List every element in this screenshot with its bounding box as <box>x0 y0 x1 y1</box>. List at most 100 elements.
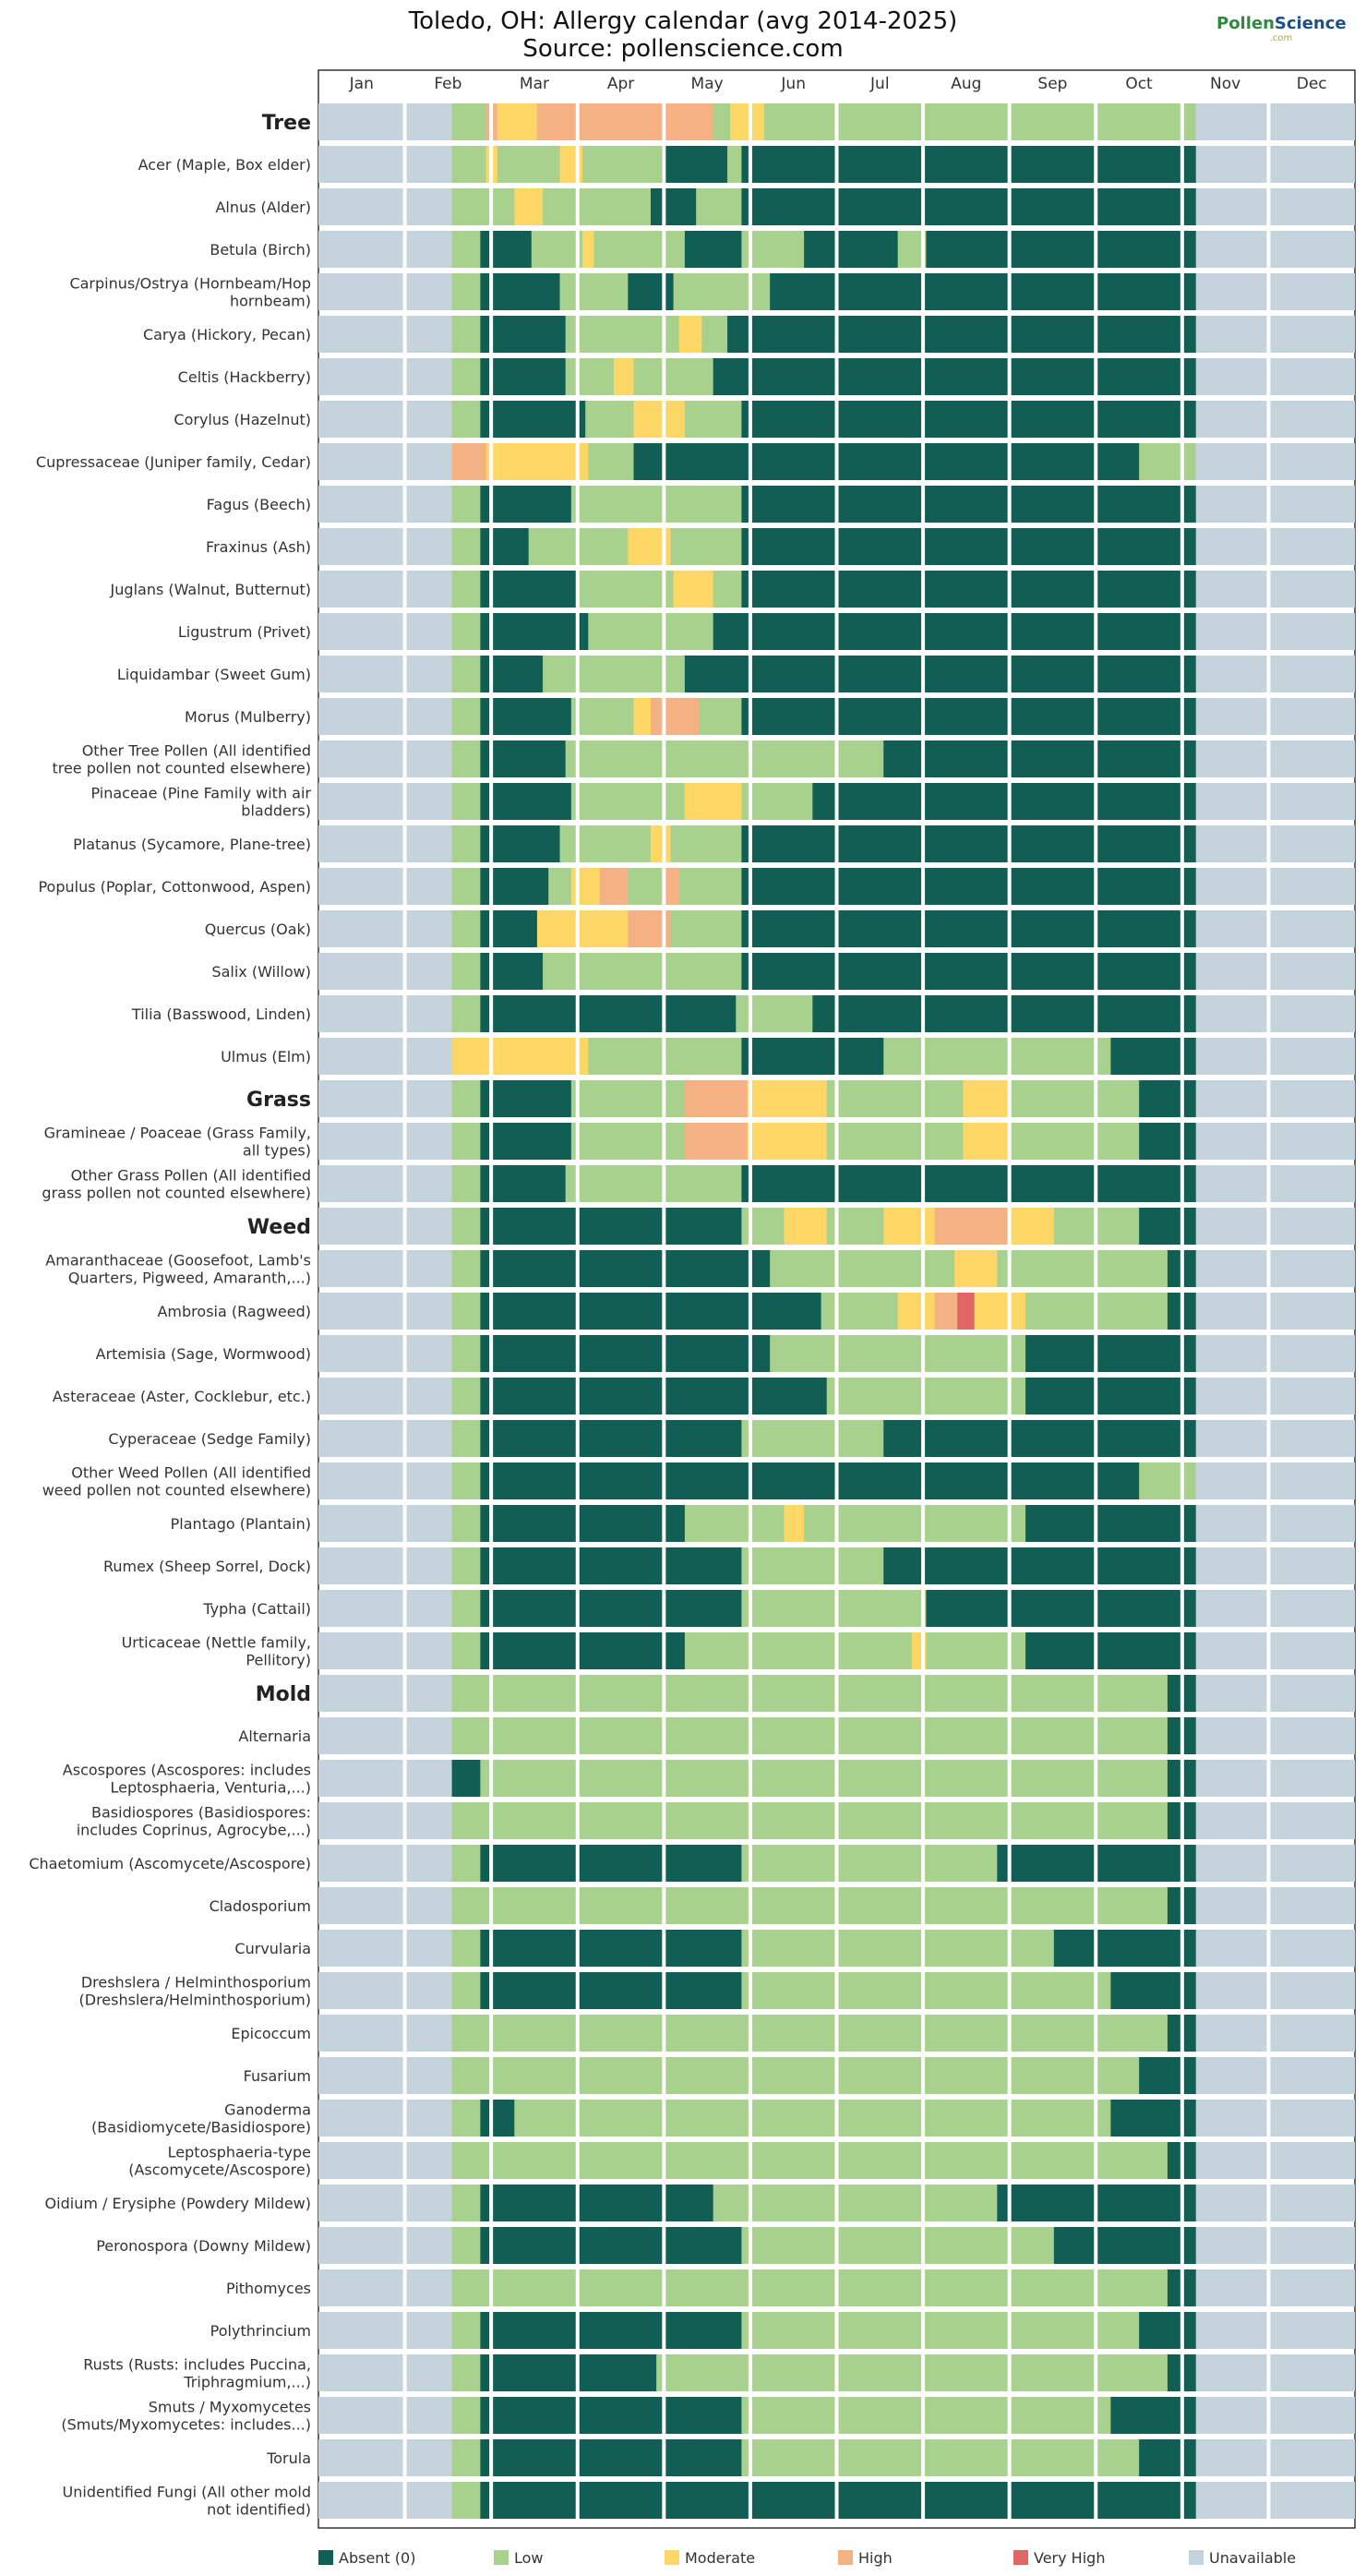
heat-cell <box>1195 443 1355 480</box>
heat-cell <box>727 316 787 353</box>
heat-cell <box>485 443 592 480</box>
heat-cell <box>480 2227 745 2264</box>
heat-cell <box>1195 1463 1355 1499</box>
heat-cell <box>480 1930 745 1967</box>
row-label: (Smuts/Myxomycetes: includes...) <box>61 2416 311 2434</box>
heat-cell <box>451 2312 484 2349</box>
heat-cell <box>770 613 1199 650</box>
heat-cell <box>1195 486 1355 523</box>
heat-cell <box>318 358 455 395</box>
heat-cell <box>480 1590 745 1627</box>
heat-cell <box>1195 1250 1355 1287</box>
heat-cell <box>480 740 569 777</box>
heat-cell <box>1053 2227 1199 2264</box>
heat-cell <box>318 613 455 650</box>
heat-cell <box>480 486 574 523</box>
heat-cell <box>318 2015 455 2052</box>
legend-label: Moderate <box>685 2549 755 2567</box>
heat-cell <box>451 613 484 650</box>
heat-cell <box>485 1038 592 1075</box>
month-label: Feb <box>434 75 461 93</box>
heat-cell <box>318 2185 455 2221</box>
heat-cell <box>543 953 745 990</box>
heat-cell <box>784 1208 830 1245</box>
heat-cell <box>318 1293 455 1330</box>
heat-cell <box>741 2227 1057 2264</box>
heat-cell <box>741 1845 1001 1882</box>
heat-cell <box>784 1505 808 1542</box>
row-label: Ligustrum (Privet) <box>178 623 311 641</box>
heat-cell <box>480 1717 1171 1754</box>
heat-cell <box>543 656 688 692</box>
heat-cell <box>713 2185 1001 2221</box>
row-label: Ulmus (Elm) <box>221 1048 311 1065</box>
heat-cell <box>480 613 592 650</box>
row-label: Juglans (Walnut, Butternut) <box>110 581 311 598</box>
row-label: Cyperaceae (Sedge Family) <box>108 1430 311 1448</box>
heat-cell <box>713 358 773 395</box>
heat-cell <box>1195 1590 1355 1627</box>
heat-cell <box>826 1463 1143 1499</box>
heat-cell <box>1195 1165 1355 1202</box>
heat-cell <box>514 188 546 225</box>
heat-cell <box>826 1378 1029 1414</box>
heat-cell <box>318 2439 455 2476</box>
heat-cell <box>678 316 705 353</box>
row-label: Rumex (Sheep Sorrel, Dock) <box>103 1558 311 1575</box>
heat-cell <box>451 231 484 268</box>
heat-cell <box>451 528 484 565</box>
heat-cell <box>451 1293 484 1330</box>
heat-cell <box>480 2354 660 2391</box>
heat-cell <box>318 1420 455 1457</box>
heat-cell <box>318 1123 455 1160</box>
heat-cell <box>318 401 455 438</box>
heat-cell <box>974 1293 1029 1330</box>
heat-cell <box>713 1123 750 1160</box>
heat-cell <box>451 1930 484 1967</box>
heat-cell <box>741 401 1156 438</box>
heat-cell <box>741 1250 773 1287</box>
heat-cell <box>770 1250 958 1287</box>
heat-cell <box>1011 1208 1057 1245</box>
category-label: Grass <box>246 1089 311 1112</box>
row-label: Leptosphaeria, Venturia,...) <box>111 1779 312 1797</box>
heat-cell <box>318 1675 455 1712</box>
heat-cell <box>934 1293 961 1330</box>
heat-cell <box>1195 2312 1355 2349</box>
row-label: Pithomyces <box>226 2280 311 2297</box>
heat-cell <box>318 273 455 310</box>
heat-cell <box>1195 1420 1355 1457</box>
heat-cell <box>713 571 745 608</box>
legend-swatch <box>838 2550 853 2565</box>
heat-cell <box>318 825 455 862</box>
heat-cell <box>480 2439 745 2476</box>
heat-cell <box>897 1293 938 1330</box>
heat-cell <box>1025 1505 1199 1542</box>
heat-cell <box>480 995 739 1032</box>
heat-cell <box>1025 1293 1171 1330</box>
heat-cell <box>451 698 484 735</box>
heat-cell <box>784 698 1199 735</box>
heat-cell <box>926 231 1199 268</box>
logo-part1: Pollen <box>1216 14 1275 33</box>
heat-cell <box>1195 528 1355 565</box>
legend-label: High <box>858 2549 893 2567</box>
heat-cell <box>480 1760 1171 1797</box>
heat-cell <box>997 1250 1171 1287</box>
heat-cell <box>497 103 540 140</box>
legend-swatch <box>1189 2550 1204 2565</box>
heat-cell <box>480 2057 1143 2094</box>
heat-cell <box>1195 1335 1355 1372</box>
heat-cell <box>1195 825 1355 862</box>
heat-cell <box>318 1463 455 1499</box>
heat-cell <box>812 995 1199 1032</box>
heat-cell <box>1195 2227 1355 2264</box>
row-label: Morus (Mulberry) <box>185 708 311 726</box>
heat-cell <box>593 231 688 268</box>
heat-cell <box>741 1420 887 1457</box>
row-label: Gramineae / Poaceae (Grass Family, <box>44 1125 311 1142</box>
heat-cell <box>451 783 484 820</box>
heat-cell <box>1195 2142 1355 2179</box>
heat-cell <box>451 443 489 480</box>
row-label: (Ascomycete/Ascospore) <box>128 2161 311 2179</box>
